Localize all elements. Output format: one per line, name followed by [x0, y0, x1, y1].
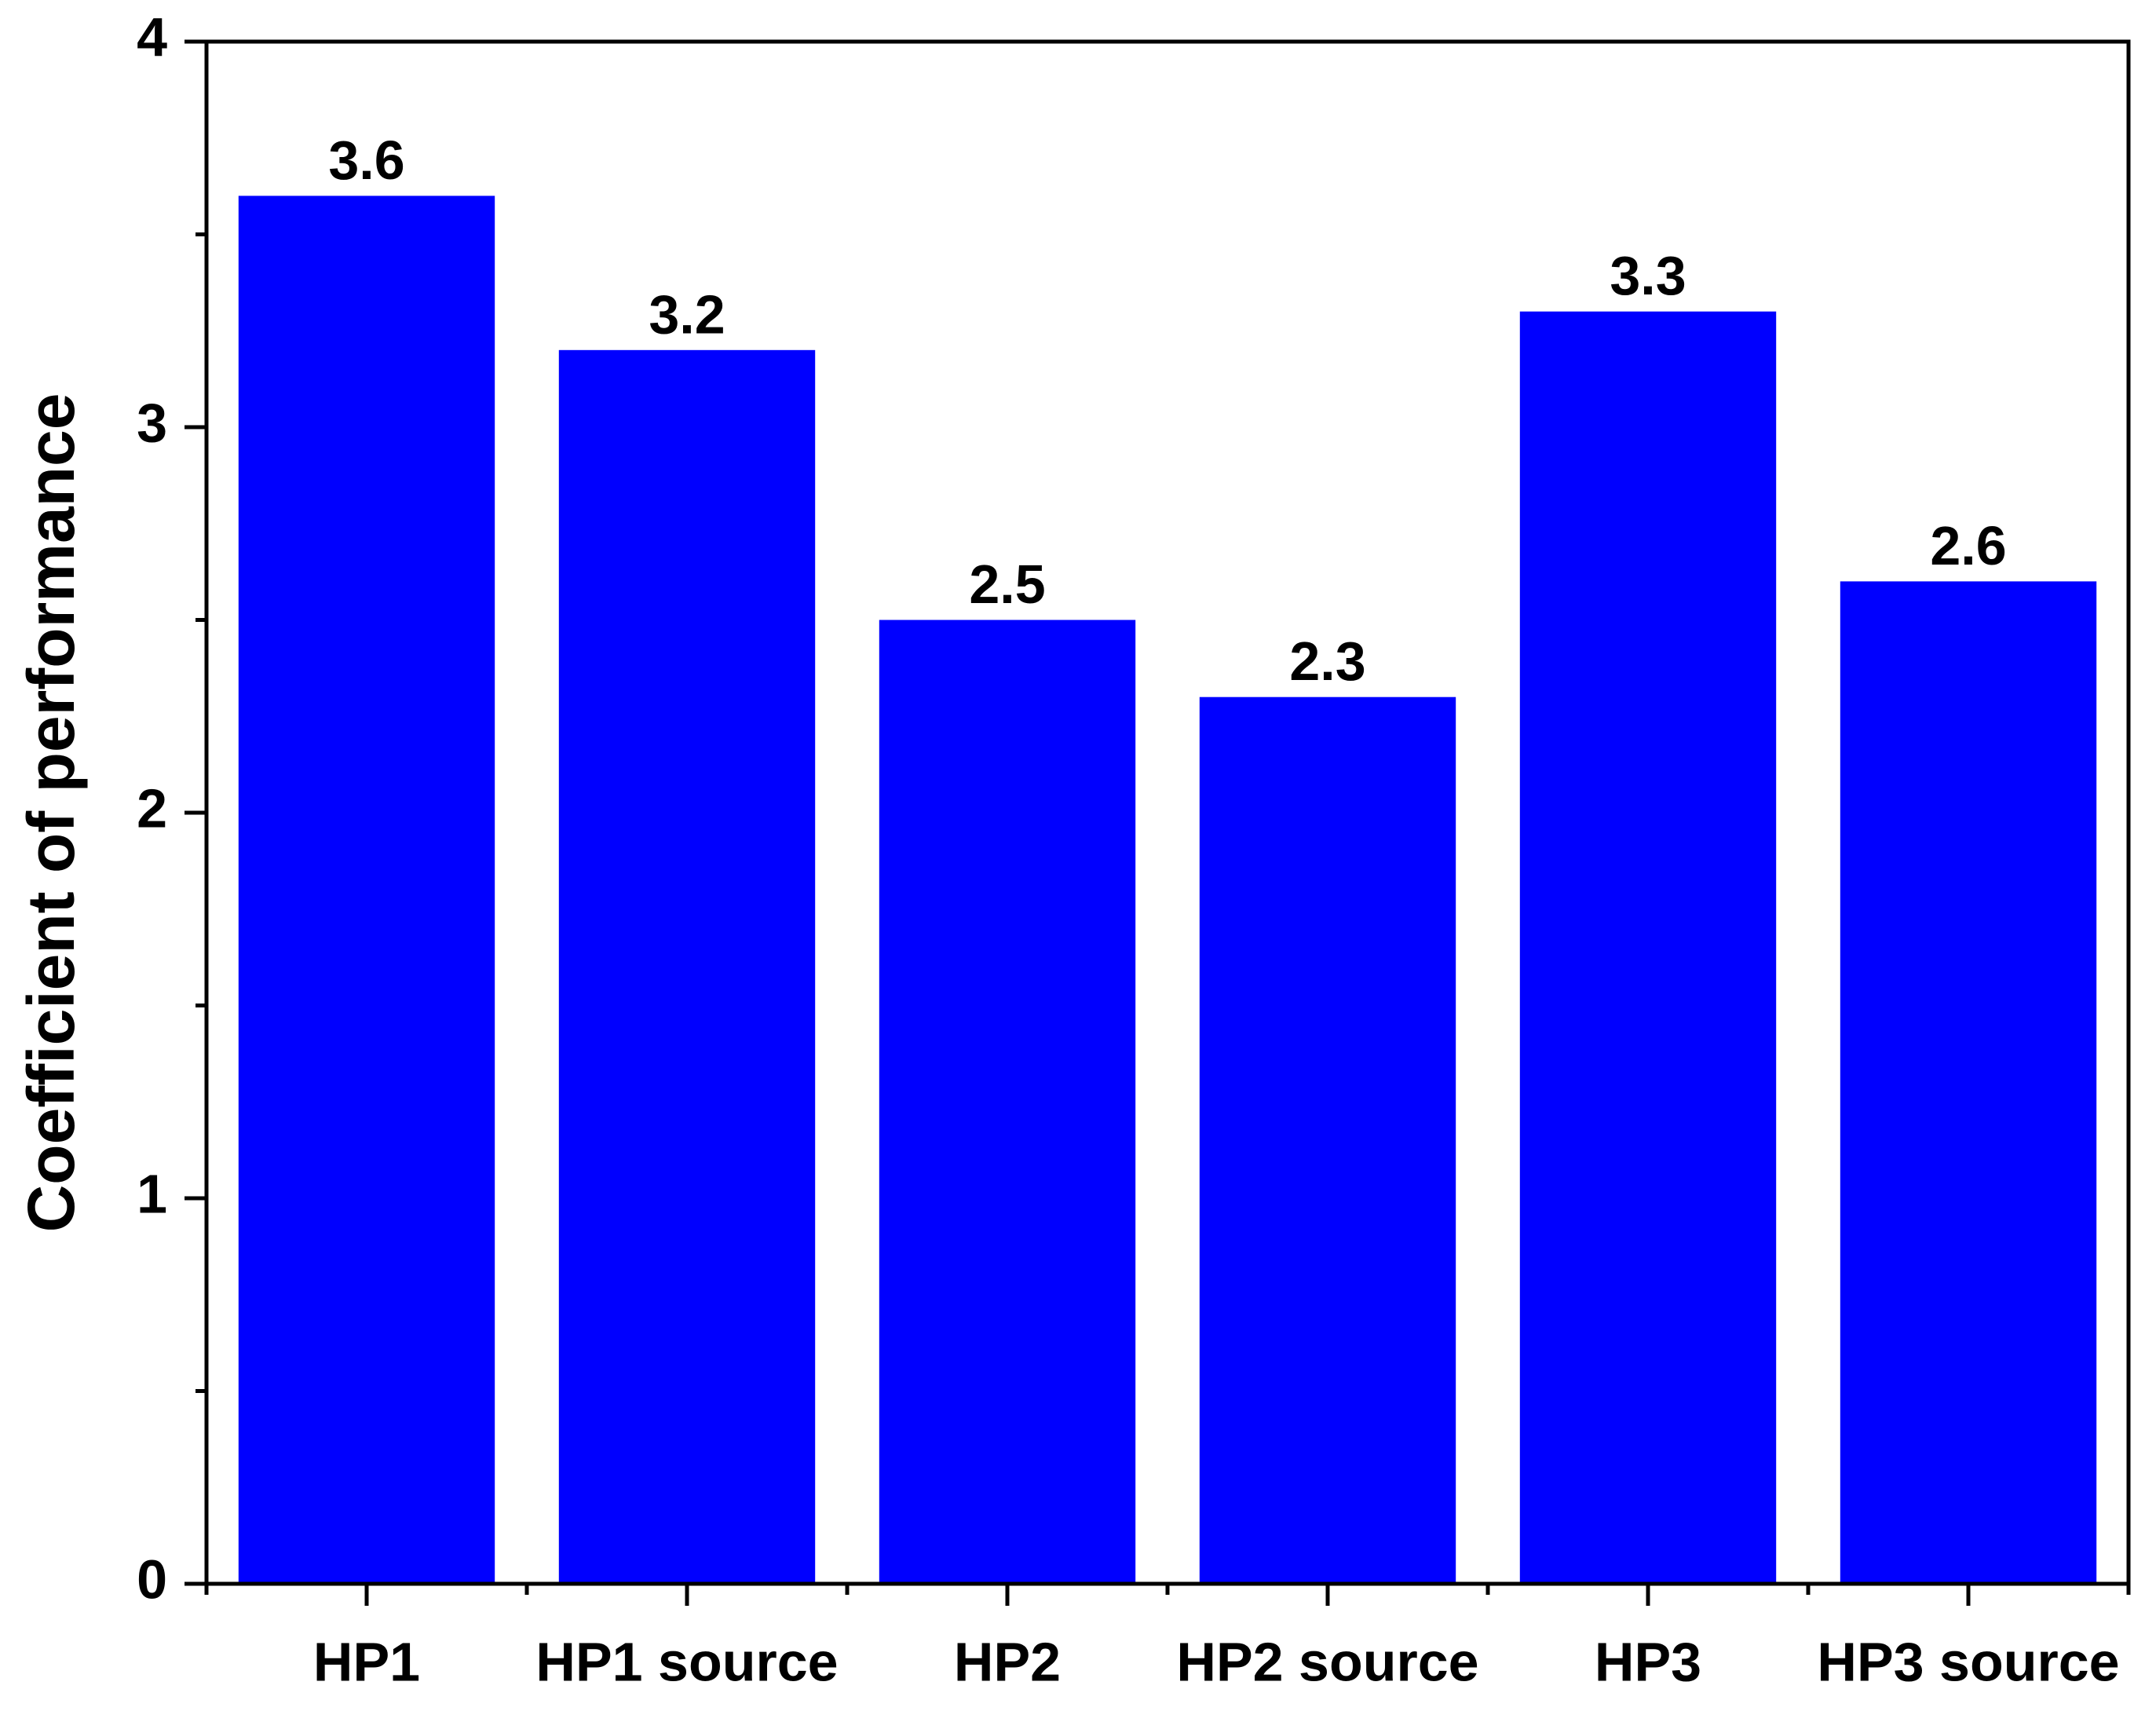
bar [879, 620, 1136, 1584]
bar [1199, 696, 1456, 1585]
y-tick-label: 4 [137, 6, 167, 68]
y-axis-label: Coefficient of performance [14, 393, 88, 1233]
x-tick-label: HP3 [1595, 1631, 1701, 1692]
value-label: 3.2 [649, 283, 725, 345]
x-tick-label: HP3 source [1817, 1631, 2119, 1692]
y-tick-label: 3 [137, 392, 167, 453]
x-tick-label: HP2 source [1176, 1631, 1478, 1692]
plot-frame [204, 39, 2131, 1586]
x-tick-label: HP1 [313, 1631, 420, 1692]
value-label: 3.6 [328, 130, 404, 191]
value-label: 3.3 [1610, 245, 1686, 306]
y-tick-label: 1 [137, 1163, 167, 1224]
value-label: 2.5 [969, 554, 1045, 615]
y-tick-label: 0 [137, 1548, 167, 1610]
bar [558, 349, 816, 1584]
bar [238, 196, 495, 1584]
bar [1519, 311, 1777, 1585]
x-tick-label: HP1 source [535, 1631, 838, 1692]
bar [1840, 581, 2097, 1584]
value-label: 2.3 [1289, 631, 1365, 692]
x-tick-label: HP2 [954, 1631, 1061, 1692]
y-tick-label: 2 [137, 777, 167, 839]
value-label: 2.6 [1930, 515, 2006, 576]
